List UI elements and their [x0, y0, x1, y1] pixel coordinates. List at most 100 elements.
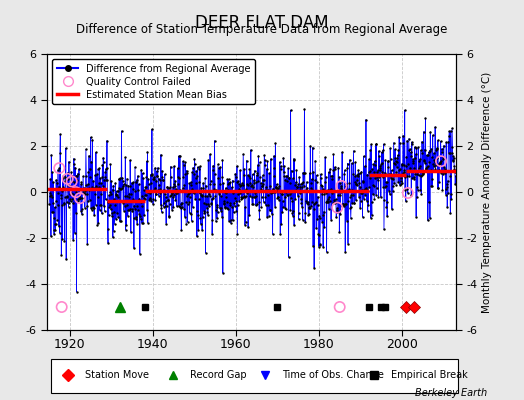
Point	[48, 169, 57, 176]
Point	[379, 184, 387, 190]
Point	[53, 166, 62, 173]
Point	[411, 155, 419, 161]
Point	[119, 200, 127, 206]
Point	[206, 178, 215, 184]
Point	[357, 190, 365, 196]
Point	[56, 131, 64, 138]
Point	[128, 180, 136, 186]
Point	[92, 183, 101, 189]
Point	[207, 200, 215, 206]
Point	[90, 212, 99, 218]
Point	[178, 188, 187, 194]
Point	[225, 218, 233, 224]
Point	[364, 188, 372, 194]
Point	[337, 183, 346, 189]
Point	[310, 206, 319, 212]
Point	[229, 190, 237, 196]
Point	[145, 197, 154, 203]
Point	[85, 152, 93, 159]
Point	[441, 185, 450, 192]
Point	[395, 182, 403, 188]
Point	[369, 191, 377, 198]
Point	[100, 203, 108, 210]
Point	[371, 175, 379, 181]
Point	[376, 164, 384, 171]
Point	[167, 164, 175, 170]
Point	[432, 162, 440, 168]
Point	[392, 181, 400, 188]
Point	[237, 181, 245, 188]
Point	[398, 180, 407, 186]
Point	[182, 199, 190, 205]
Point	[212, 204, 221, 210]
Point	[201, 192, 209, 199]
Point	[182, 168, 191, 174]
Point	[311, 200, 319, 206]
Point	[61, 174, 69, 181]
Point	[54, 223, 63, 230]
Point	[111, 221, 119, 227]
Point	[109, 182, 117, 189]
Point	[221, 204, 229, 211]
Point	[131, 187, 139, 194]
Point	[137, 216, 145, 223]
Text: DEER FLAT DAM: DEER FLAT DAM	[195, 14, 329, 32]
Point	[377, 161, 385, 168]
Point	[316, 215, 324, 221]
Point	[239, 172, 248, 178]
Point	[167, 174, 175, 181]
Point	[226, 220, 235, 226]
Point	[95, 207, 104, 213]
Point	[449, 158, 457, 164]
Point	[99, 162, 107, 168]
Point	[329, 200, 337, 206]
Point	[343, 165, 352, 171]
Point	[377, 194, 385, 200]
Point	[149, 174, 158, 180]
Point	[184, 190, 193, 196]
Point	[173, 181, 182, 188]
Point	[248, 171, 257, 178]
Point	[93, 171, 101, 177]
Point	[414, 158, 423, 165]
Point	[342, 180, 351, 187]
Point	[391, 146, 399, 152]
Point	[242, 186, 250, 192]
Point	[436, 158, 444, 165]
Point	[309, 169, 318, 175]
Point	[190, 156, 199, 162]
Point	[413, 184, 422, 190]
Point	[184, 191, 192, 197]
Point	[208, 230, 216, 237]
Y-axis label: Monthly Temperature Anomaly Difference (°C): Monthly Temperature Anomaly Difference (…	[482, 71, 492, 313]
Point	[335, 174, 343, 181]
Point	[178, 204, 186, 210]
Point	[246, 180, 254, 186]
Point	[398, 160, 406, 167]
Point	[162, 202, 171, 209]
Point	[302, 187, 310, 194]
Point	[408, 139, 416, 145]
Point	[253, 201, 261, 208]
Point	[289, 208, 298, 214]
Point	[161, 202, 170, 209]
Point	[329, 166, 337, 173]
Point	[144, 176, 152, 182]
Point	[213, 202, 222, 208]
Point	[138, 202, 146, 209]
Point	[125, 193, 134, 200]
Point	[394, 179, 402, 186]
Point	[134, 207, 143, 213]
Point	[74, 198, 82, 204]
Point	[439, 154, 447, 160]
Point	[331, 198, 340, 205]
Point	[233, 230, 242, 237]
Point	[57, 252, 66, 258]
Point	[447, 150, 456, 156]
Point	[65, 200, 73, 206]
Point	[315, 242, 324, 248]
Point	[328, 176, 336, 182]
Point	[152, 168, 161, 174]
Point	[56, 229, 64, 236]
Point	[53, 190, 62, 196]
